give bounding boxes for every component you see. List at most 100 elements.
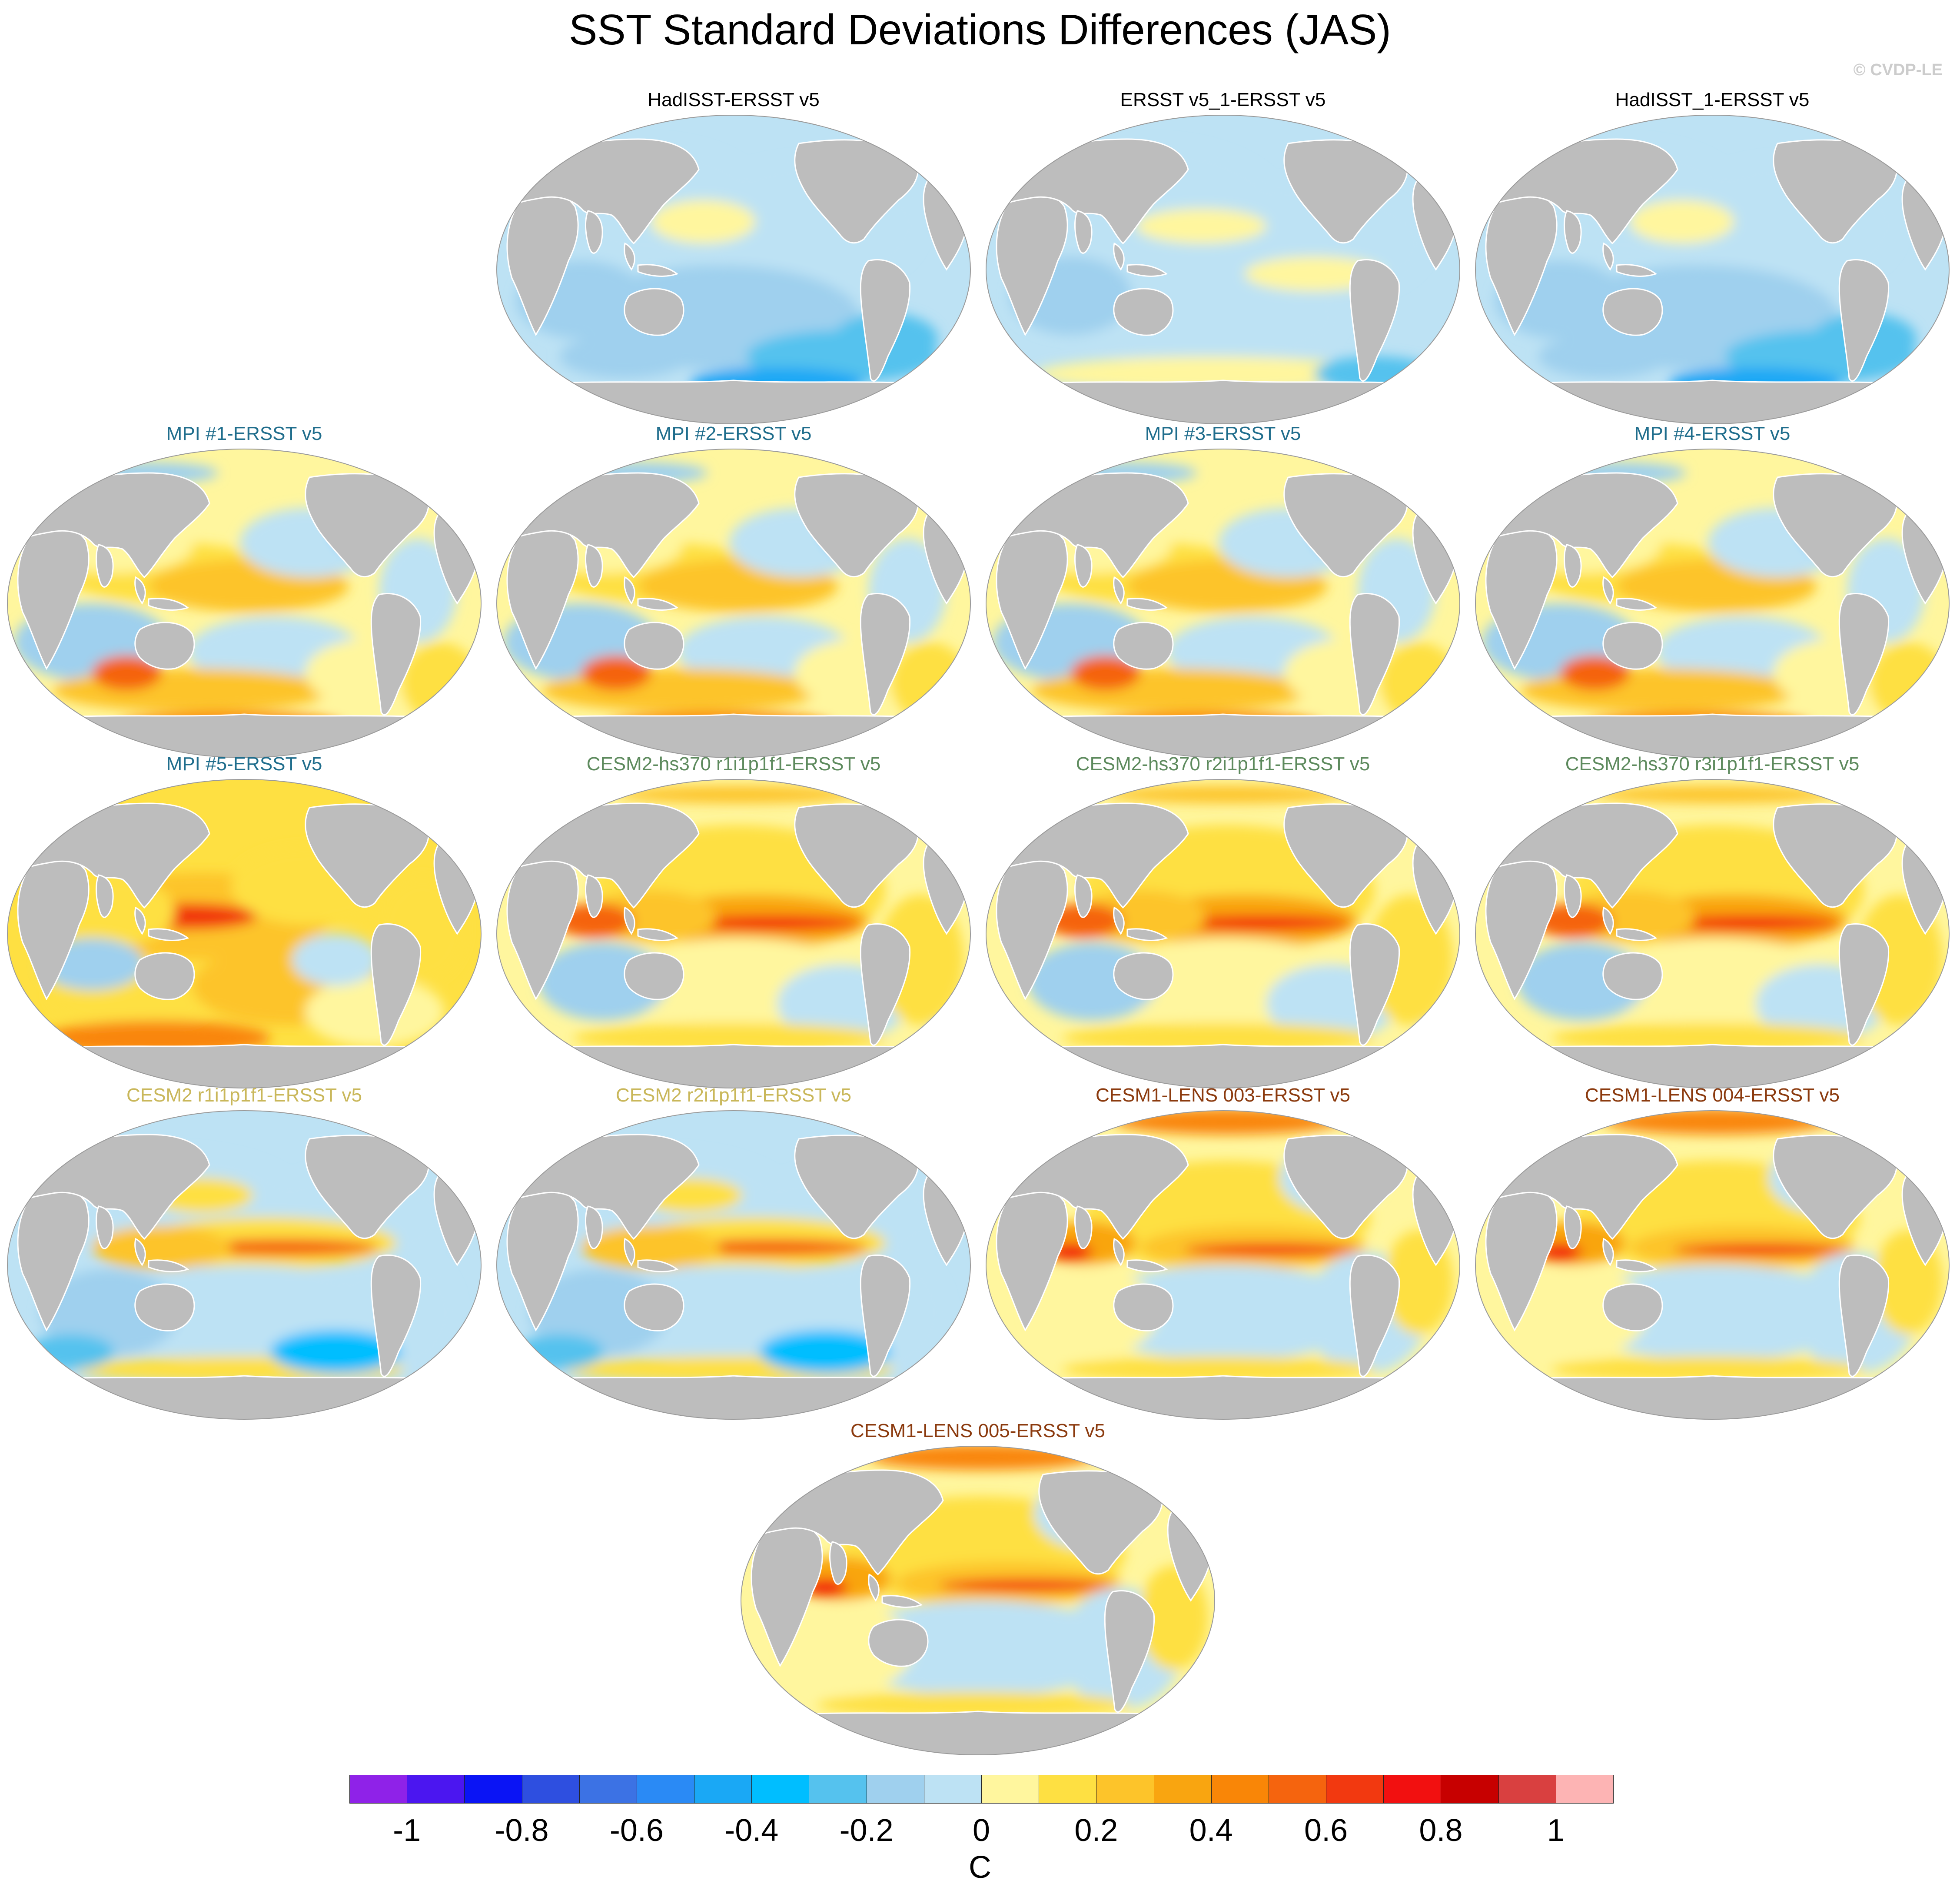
map-panel: CESM1-LENS 003-ERSST v5 — [984, 1082, 1462, 1421]
anomaly-region — [555, 903, 634, 938]
land-mass — [1074, 1205, 1093, 1249]
land-mass — [624, 242, 635, 271]
land-mass — [1126, 598, 1168, 611]
panel-title: HadISST-ERSST v5 — [648, 89, 820, 110]
land-mass — [370, 923, 422, 1046]
land-mass — [1475, 379, 1949, 424]
anomaly-region — [292, 934, 379, 986]
map-outline — [1475, 115, 1950, 424]
colorbar-swatch — [809, 1775, 867, 1804]
colorbar-tick-label: 0.2 — [1074, 1813, 1118, 1848]
anomaly-region — [1630, 200, 1734, 243]
land-mass — [1602, 906, 1614, 935]
colorbar-swatch — [1555, 1775, 1614, 1804]
anomaly-region — [27, 1335, 114, 1369]
land-mass — [1365, 467, 1406, 485]
land-mass — [1074, 874, 1093, 918]
land-mass — [637, 1259, 679, 1272]
land-mass — [1126, 928, 1168, 941]
map-panel: MPI #2-ERSST v5 — [495, 421, 973, 760]
anomaly-region — [686, 916, 860, 930]
colorbar-tick-label: -0.8 — [495, 1813, 549, 1848]
map-outline — [986, 115, 1460, 424]
panel-title: CESM1-LENS 004-ERSST v5 — [1585, 1085, 1840, 1106]
land-mass — [876, 798, 917, 815]
land-mass — [148, 928, 189, 941]
land-mass — [1113, 576, 1125, 605]
anomaly-region — [1106, 786, 1349, 803]
colorbar-tick-label: 0.4 — [1189, 1813, 1233, 1848]
anomaly-region — [1245, 256, 1384, 291]
land-mass — [1563, 544, 1582, 588]
map-panel: CESM1-LENS 004-ERSST v5 — [1473, 1082, 1951, 1421]
land-mass — [134, 906, 146, 935]
colorbar-swatch — [349, 1775, 408, 1804]
panel-title: CESM2 r1i1p1f1-ERSST v5 — [126, 1085, 362, 1106]
land-mass — [387, 467, 428, 485]
land-mass — [876, 467, 917, 485]
colorbar-unit: C — [969, 1850, 991, 1885]
map-panel: MPI #3-ERSST v5 — [984, 421, 1462, 760]
colorbar-swatch — [1211, 1775, 1269, 1804]
land-mass — [1855, 1129, 1896, 1147]
land-mass — [387, 1129, 428, 1147]
land-mass — [829, 1541, 847, 1585]
land-mass — [1113, 288, 1174, 336]
watermark: © CVDP-LE — [1853, 61, 1943, 79]
land-mass — [1838, 592, 1890, 716]
map-outline — [986, 1110, 1460, 1420]
land-mass — [585, 210, 603, 254]
land-mass — [95, 544, 114, 588]
world-map — [1473, 113, 1951, 426]
land-mass — [1365, 133, 1406, 151]
land-mass — [1855, 467, 1896, 485]
land-mass — [1475, 1375, 1949, 1419]
land-mass — [624, 906, 635, 935]
anomaly-region — [1664, 916, 1838, 930]
colorbar-swatch — [1498, 1775, 1556, 1804]
land-mass — [95, 1205, 114, 1249]
panel-title: CESM2-hs370 r1i1p1f1-ERSST v5 — [586, 753, 881, 775]
land-mass — [860, 592, 911, 716]
land-mass — [860, 1254, 911, 1377]
colorbar-tick-label: -0.2 — [839, 1813, 894, 1848]
land-mass — [1855, 133, 1896, 151]
anomaly-region — [1551, 1356, 1864, 1382]
colorbar-tick-label: -1 — [393, 1813, 421, 1848]
colorbar-swatch — [981, 1775, 1040, 1804]
land-mass — [876, 1129, 917, 1147]
colorbar-tick-label: 0.8 — [1419, 1813, 1463, 1848]
anomaly-region — [560, 335, 690, 378]
map-outline — [1475, 449, 1950, 758]
map-outline — [986, 779, 1460, 1088]
map-outline — [7, 1110, 482, 1420]
land-mass — [585, 544, 603, 588]
land-mass — [1602, 622, 1663, 670]
world-map — [495, 1108, 973, 1421]
land-mass — [1349, 923, 1400, 1046]
world-map — [5, 777, 483, 1090]
anomaly-region — [869, 1446, 1095, 1470]
map-panel: CESM2-hs370 r3i1p1f1-ERSST v5 — [1473, 751, 1951, 1090]
colorbar-swatch — [1383, 1775, 1442, 1804]
land-mass — [148, 1259, 189, 1272]
land-mass — [637, 264, 679, 277]
map-outline — [7, 779, 482, 1088]
land-mass — [1349, 592, 1400, 716]
map-panel: MPI #1-ERSST v5 — [5, 421, 483, 760]
panel-title: CESM2-hs370 r2i1p1f1-ERSST v5 — [1076, 753, 1370, 775]
map-panel: MPI #5-ERSST v5 — [5, 751, 483, 1090]
map-outline — [1475, 779, 1950, 1088]
colorbar-swatch — [751, 1775, 810, 1804]
map-panel: ERSST v5_1-ERSST v5 — [984, 87, 1462, 426]
land-mass — [134, 952, 195, 1000]
land-mass — [1616, 928, 1658, 941]
anomaly-region — [677, 1239, 868, 1256]
panel-title: ERSST v5_1-ERSST v5 — [1120, 89, 1326, 110]
colorbar-swatch — [636, 1775, 695, 1804]
land-mass — [1602, 952, 1663, 1000]
map-panel: CESM2 r1i1p1f1-ERSST v5 — [5, 1082, 483, 1421]
land-mass — [624, 288, 684, 336]
land-mass — [868, 1573, 880, 1602]
colorbar-swatch — [407, 1775, 465, 1804]
